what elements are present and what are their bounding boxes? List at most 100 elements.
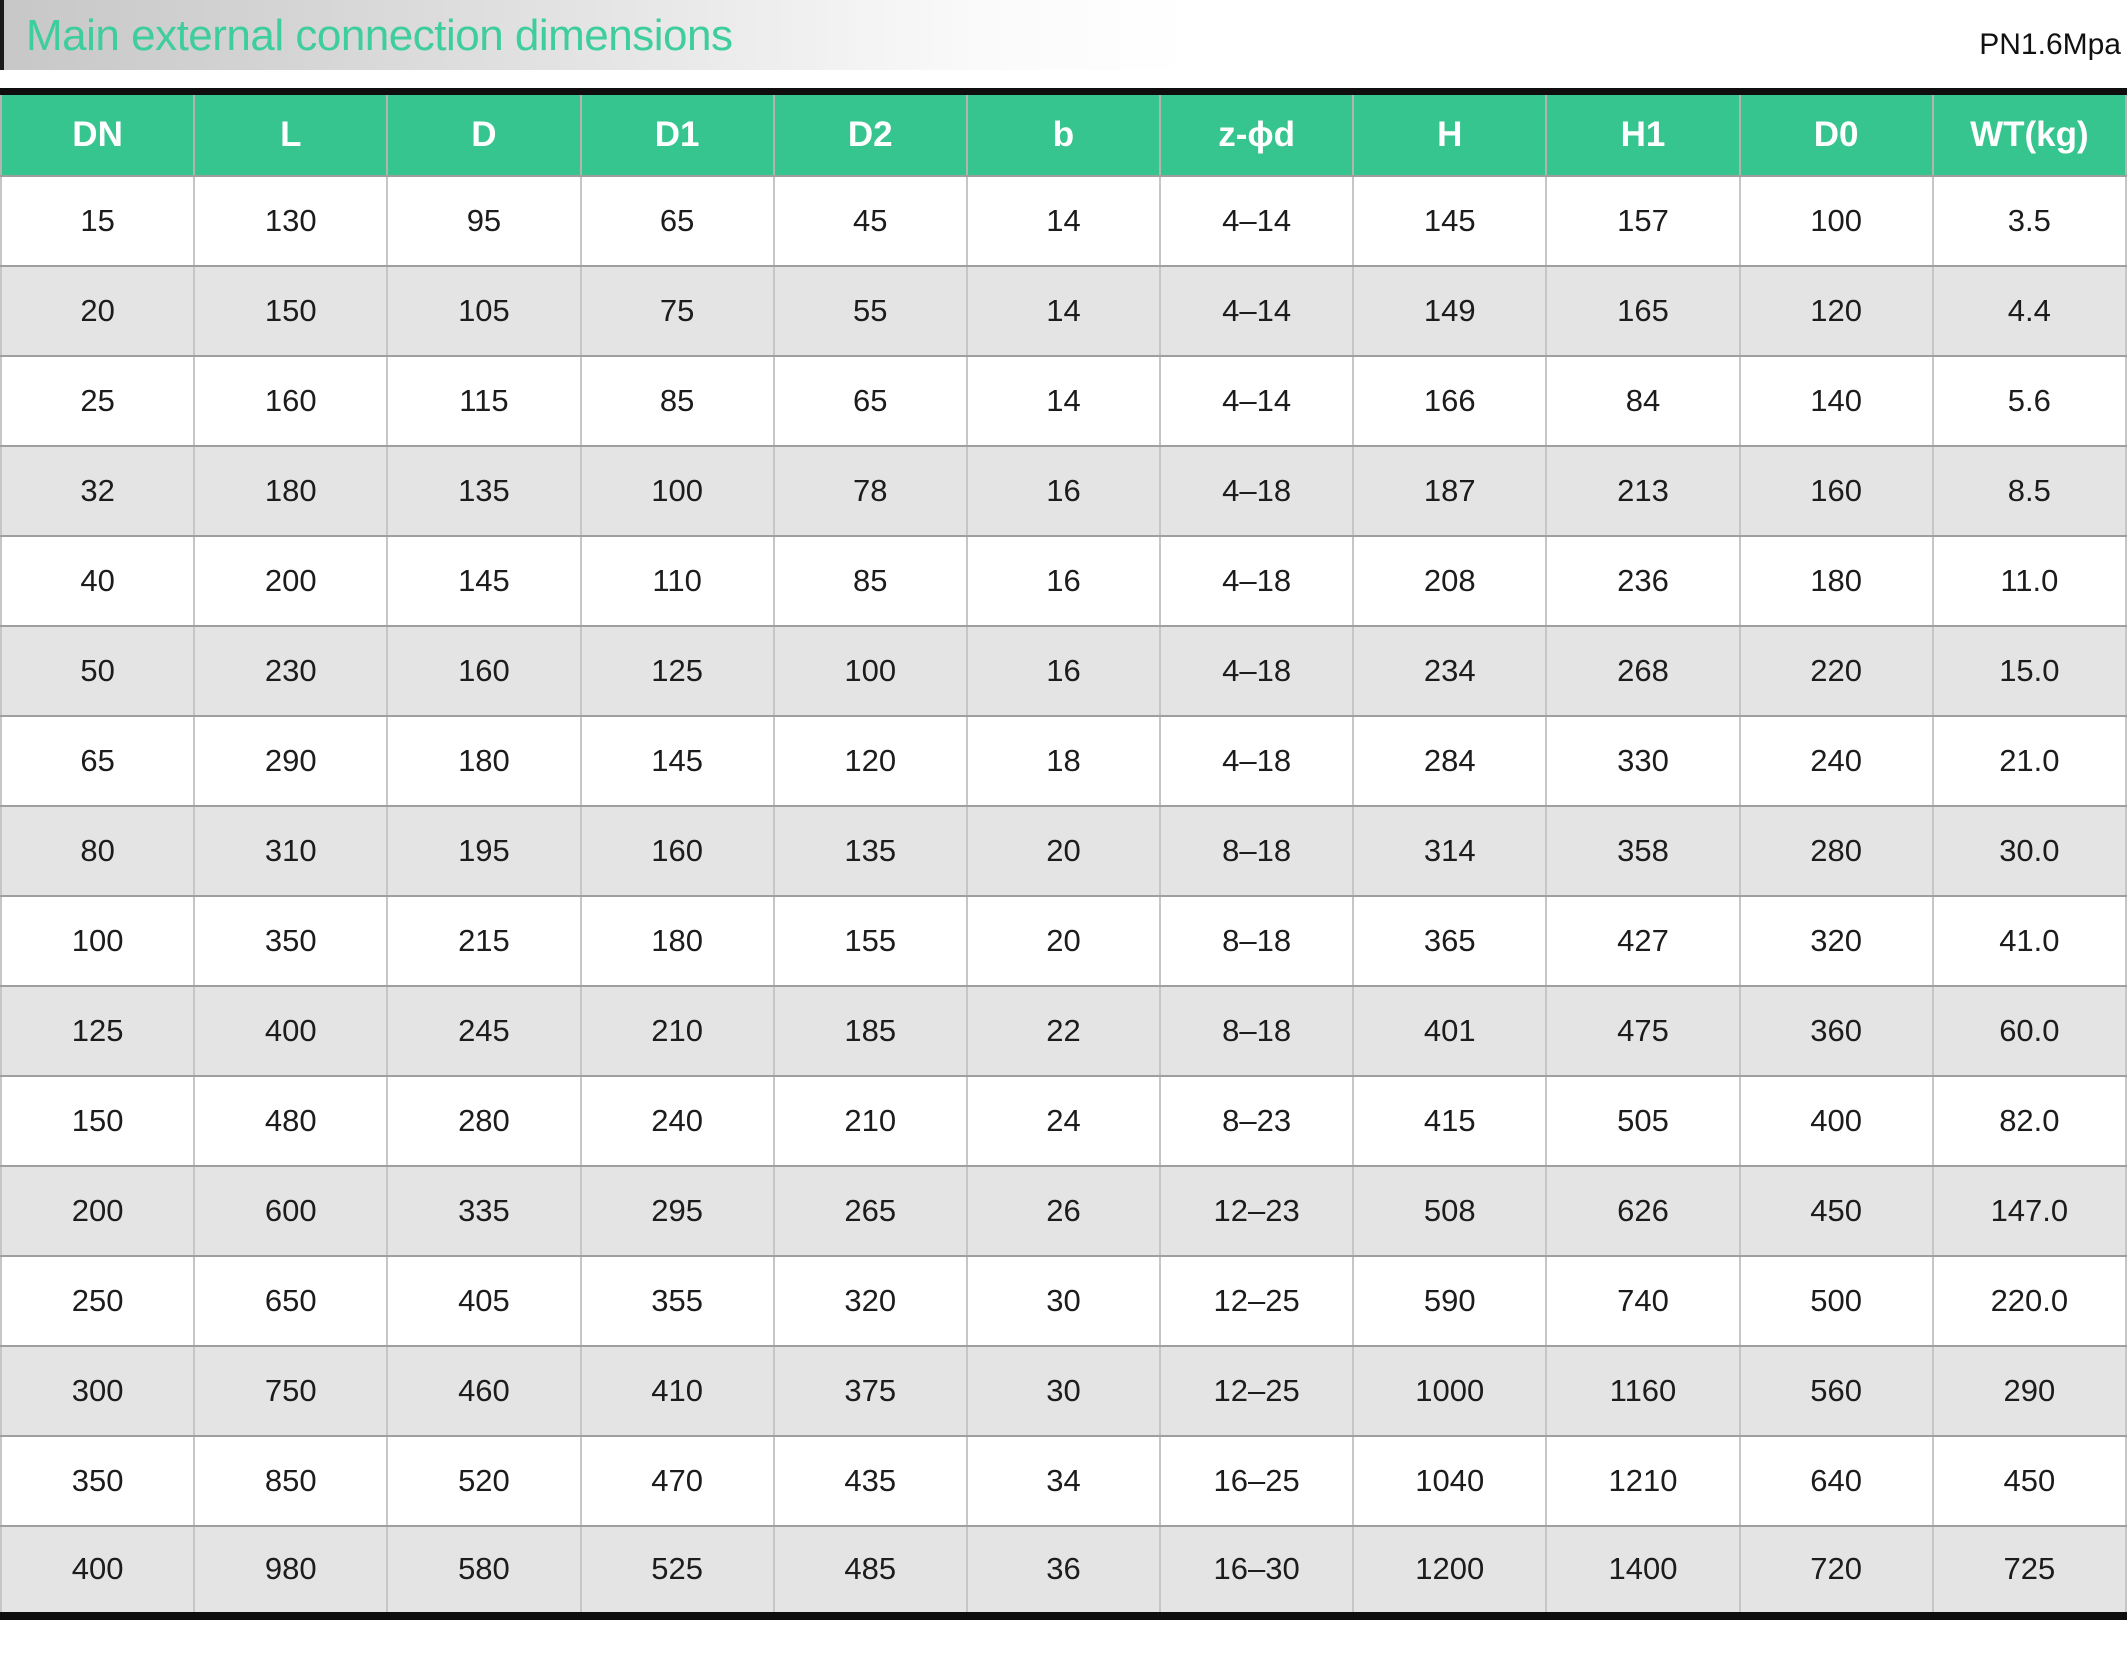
table-row: 80 310 195 160 135 20 8–18 314 358 280 30.0	[0, 804, 2127, 897]
table-cell: 8–18	[1159, 984, 1355, 1077]
table-cell: 34	[965, 1434, 1162, 1527]
table-cell: 50	[0, 624, 196, 717]
table-cell: 450	[1931, 1434, 2127, 1527]
table-cell: 18	[965, 714, 1162, 807]
table-cell: 265	[772, 1164, 968, 1257]
table-cell: 85	[772, 534, 968, 627]
table-cell: 295	[579, 1164, 775, 1257]
table-cell: 120	[772, 714, 968, 807]
table-cell: 400	[1738, 1074, 1934, 1167]
column-header: D1	[579, 91, 775, 177]
table-cell: 400	[193, 984, 389, 1077]
table-row: 25 160 115 85 65 14 4–14 166 84 140 5.6	[0, 354, 2127, 447]
table-cell: 290	[193, 714, 389, 807]
table-cell: 360	[1738, 984, 1934, 1077]
table-cell: 16–30	[1159, 1524, 1355, 1617]
table-cell: 16	[965, 624, 1162, 717]
table-cell: 236	[1545, 534, 1741, 627]
table-cell: 508	[1352, 1164, 1548, 1257]
table-cell: 30	[965, 1344, 1162, 1437]
table-cell: 15	[0, 174, 196, 267]
table-cell: 14	[965, 264, 1162, 357]
table-cell: 314	[1352, 804, 1548, 897]
table-cell: 180	[579, 894, 775, 987]
table-cell: 415	[1352, 1074, 1548, 1167]
dimension-table: DN L D D1 D2 b z-ϕd H H1 D0 WT(kg) 15 130 95 65 45 14 4–…	[0, 88, 2127, 1620]
column-header: H	[1352, 91, 1548, 177]
table-cell: 208	[1352, 534, 1548, 627]
table-cell: 4–18	[1159, 444, 1355, 537]
table-cell: 26	[965, 1164, 1162, 1257]
table-cell: 470	[579, 1434, 775, 1527]
table-cell: 12–23	[1159, 1164, 1355, 1257]
table-cell: 40	[0, 534, 196, 627]
table-cell: 65	[579, 174, 775, 267]
table-cell: 187	[1352, 444, 1548, 537]
table-cell: 145	[386, 534, 582, 627]
table-cell: 84	[1545, 354, 1741, 447]
page-title: Main external connection dimensions	[26, 11, 733, 60]
table-cell: 160	[386, 624, 582, 717]
column-header: L	[193, 91, 389, 177]
table-cell: 12–25	[1159, 1344, 1355, 1437]
table-cell: 401	[1352, 984, 1548, 1077]
table-row: 250 650 405 355 320 30 12–25 590 740 500 220.0	[0, 1254, 2127, 1347]
table-cell: 410	[579, 1344, 775, 1437]
table-cell: 200	[193, 534, 389, 627]
table-cell: 8.5	[1931, 444, 2127, 537]
table-cell: 475	[1545, 984, 1741, 1077]
table-cell: 180	[193, 444, 389, 537]
table-cell: 100	[772, 624, 968, 717]
table-cell: 320	[772, 1254, 968, 1347]
column-header: H1	[1545, 91, 1741, 177]
table-cell: 200	[0, 1164, 196, 1257]
column-header: D0	[1738, 91, 1934, 177]
table-cell: 16–25	[1159, 1434, 1355, 1527]
table-cell: 16	[965, 534, 1162, 627]
table-cell: 365	[1352, 894, 1548, 987]
table-cell: 850	[193, 1434, 389, 1527]
table-cell: 284	[1352, 714, 1548, 807]
table-cell: 213	[1545, 444, 1741, 537]
table-cell: 720	[1738, 1524, 1934, 1617]
table-cell: 147.0	[1931, 1164, 2127, 1257]
table-row: 65 290 180 145 120 18 4–18 284 330 240 21.0	[0, 714, 2127, 807]
table-row: 40 200 145 110 85 16 4–18 208 236 180 11.0	[0, 534, 2127, 627]
table-cell: 4–18	[1159, 534, 1355, 627]
table-cell: 290	[1931, 1344, 2127, 1437]
table-cell: 330	[1545, 714, 1741, 807]
table-cell: 4.4	[1931, 264, 2127, 357]
table-cell: 450	[1738, 1164, 1934, 1257]
column-header: WT(kg)	[1931, 91, 2127, 177]
table-row: 350 850 520 470 435 34 16–25 1040 1210 640 450	[0, 1434, 2127, 1527]
table-cell: 245	[386, 984, 582, 1077]
table-row: 20 150 105 75 55 14 4–14 149 165 120 4.4	[0, 264, 2127, 357]
column-header: z-ϕd	[1159, 91, 1355, 177]
table-cell: 375	[772, 1344, 968, 1437]
title-bar: Main external connection dimensions	[0, 0, 2127, 70]
table-row: 125 400 245 210 185 22 8–18 401 475 360 60.0	[0, 984, 2127, 1077]
table-cell: 195	[386, 804, 582, 897]
table-cell: 14	[965, 174, 1162, 267]
table-row: 100 350 215 180 155 20 8–18 365 427 320 41.0	[0, 894, 2127, 987]
table-cell: 220	[1738, 624, 1934, 717]
table-cell: 230	[193, 624, 389, 717]
table-cell: 220.0	[1931, 1254, 2127, 1347]
table-cell: 8–23	[1159, 1074, 1355, 1167]
table-cell: 166	[1352, 354, 1548, 447]
table-cell: 160	[193, 354, 389, 447]
table-cell: 8–18	[1159, 804, 1355, 897]
table-cell: 85	[579, 354, 775, 447]
table-cell: 160	[579, 804, 775, 897]
table-cell: 149	[1352, 264, 1548, 357]
table-cell: 520	[386, 1434, 582, 1527]
table-cell: 725	[1931, 1524, 2127, 1617]
column-header: DN	[0, 91, 196, 177]
column-header: D	[386, 91, 582, 177]
table-cell: 32	[0, 444, 196, 537]
table-cell: 95	[386, 174, 582, 267]
table-cell: 358	[1545, 804, 1741, 897]
table-cell: 14	[965, 354, 1162, 447]
table-cell: 280	[386, 1074, 582, 1167]
table-cell: 110	[579, 534, 775, 627]
